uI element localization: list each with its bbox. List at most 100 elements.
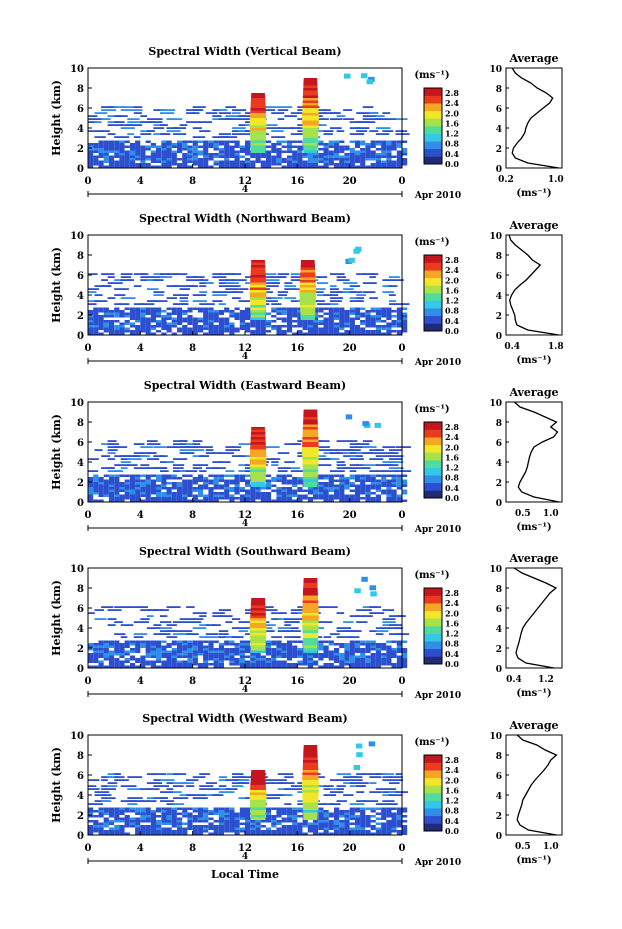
heatmap-cell: [344, 653, 350, 656]
heatmap-cell: [386, 489, 392, 492]
heatmap-cell: [192, 153, 198, 156]
heatmap-cell: [290, 276, 306, 278]
heatmap-cell: [255, 658, 261, 661]
heatmap-cell: [250, 322, 256, 325]
heatmap-cell: [334, 827, 340, 830]
heatmap-cell: [260, 663, 266, 666]
heatmap-cell: [129, 153, 136, 156]
heatmap-cell: [239, 822, 245, 825]
heatmap-cell: [161, 140, 167, 143]
heatmap-cell: [245, 145, 251, 148]
heatmap-cell: [290, 609, 303, 611]
heatmap-cell: [245, 830, 251, 833]
heatmap-cell: [208, 310, 214, 313]
heatmap-cell: [375, 807, 381, 810]
heatmap-cell: [360, 807, 366, 810]
heatmap-cell: [161, 145, 167, 148]
heatmap-cell: [140, 310, 146, 313]
heatmap-cell: [303, 807, 318, 810]
heatmap-cell: [277, 788, 290, 790]
heatmap-cell: [313, 325, 319, 328]
heatmap-cell: [323, 130, 334, 132]
heatmap-cell: [375, 455, 383, 457]
heatmap-cell: [334, 163, 340, 166]
colorbar-swatch: [424, 800, 442, 809]
heatmap-cell: [307, 489, 313, 492]
heatmap-cell: [93, 322, 99, 325]
heatmap-cell: [286, 474, 293, 477]
heatmap-cell: [297, 827, 303, 830]
heatmap-cell: [156, 474, 162, 477]
heatmap-cell: [229, 830, 235, 833]
heatmap-cell: [229, 165, 235, 168]
heatmap-cell: [386, 663, 392, 666]
heatmap-cell: [229, 315, 235, 318]
heatmap-cell: [205, 282, 214, 284]
heatmap-cell: [171, 653, 177, 656]
heatmap-cell: [103, 479, 109, 482]
heatmap-cell: [286, 817, 293, 820]
heatmap-cell: [318, 327, 324, 330]
heatmap-cell: [171, 484, 177, 487]
heatmap-cell: [251, 93, 265, 96]
heatmap-cell: [250, 640, 266, 643]
heatmap-cell: [224, 153, 230, 156]
heatmap-cell: [318, 653, 324, 656]
heatmap-cell: [402, 658, 408, 661]
heatmap-cell: [160, 470, 169, 472]
panel-4: Spectral Width (Westward Beam)0246810Hei…: [50, 712, 563, 868]
heatmap-cell: [365, 150, 371, 153]
heatmap-cell: [93, 150, 99, 153]
heatmap-cell: [302, 822, 308, 825]
heatmap-cell: [203, 487, 209, 490]
heatmap-cell: [160, 455, 168, 457]
heatmap-cell: [129, 643, 136, 646]
heatmap-cell: [382, 773, 394, 775]
heatmap-cell: [354, 330, 361, 333]
heatmap-cell: [88, 812, 94, 815]
heatmap-cell: [255, 660, 261, 663]
heatmap-cell: [218, 645, 224, 648]
heatmap-cell: [302, 782, 319, 785]
heatmap-cell: [391, 479, 397, 482]
heatmap-cell: [334, 479, 340, 482]
heatmap-cell: [334, 140, 340, 143]
heatmap-cell: [356, 785, 366, 787]
heatmap-cell: [171, 307, 177, 310]
colorbar-swatch: [424, 262, 442, 271]
heatmap-cell: [260, 830, 266, 833]
heatmap-cell: [187, 492, 193, 495]
heatmap-cell: [160, 467, 168, 469]
heatmap-cell: [250, 113, 266, 116]
heatmap-cell: [369, 458, 384, 460]
heatmap-cell: [250, 138, 266, 141]
heatmap-cell: [239, 494, 245, 497]
heatmap-cell: [171, 643, 177, 646]
heatmap-cell: [396, 665, 402, 668]
heatmap-cell: [249, 454, 267, 457]
heatmap-cell: [238, 300, 252, 302]
heatmap-cell: [402, 148, 408, 151]
heatmap-cell: [362, 773, 372, 775]
heatmap-cell: [370, 155, 376, 158]
heatmap-cell: [382, 470, 398, 472]
heatmap-cell: [276, 163, 282, 166]
heatmap-cell: [255, 158, 261, 161]
heatmap-cell: [334, 487, 340, 490]
y-tick-label: 8: [77, 751, 84, 762]
heatmap-cell: [370, 153, 376, 156]
heatmap-cell: [330, 285, 337, 287]
heatmap-cell: [177, 148, 183, 151]
heatmap-cell: [349, 640, 355, 643]
heatmap-cell: [187, 643, 193, 646]
heatmap-cell: [218, 830, 224, 833]
heatmap-cell: [224, 494, 230, 497]
heatmap-cell: [192, 482, 198, 485]
heatmap-cell: [360, 482, 366, 485]
heatmap-cell: [245, 312, 251, 315]
heatmap-cell: [381, 648, 387, 651]
heatmap-cell: [171, 650, 177, 653]
heatmap-cell: [334, 648, 340, 651]
heatmap-cell: [297, 807, 303, 810]
heatmap-cell: [354, 492, 361, 495]
